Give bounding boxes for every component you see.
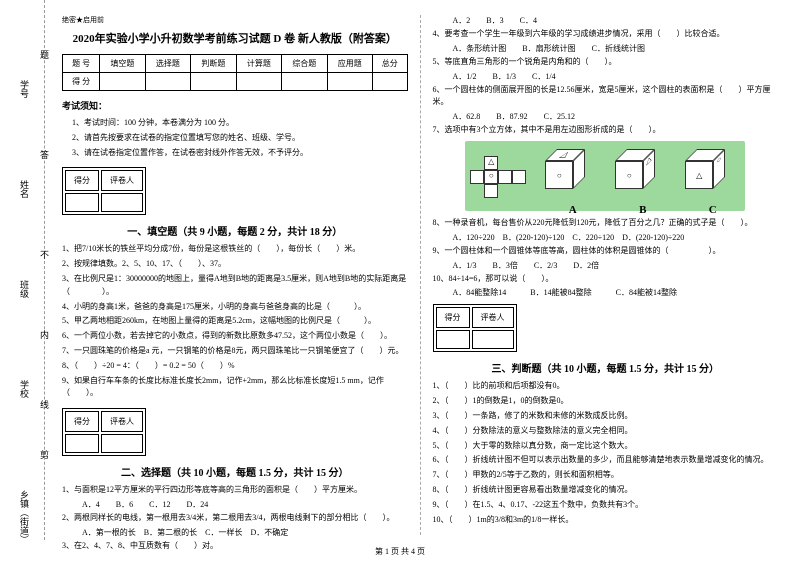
s1q5: 5、甲乙两地相距260km，在地图上量得的距离是5.2cm，这幅地图的比例尺是（… [62,315,408,328]
cube-a: ○ △ A [545,149,600,204]
s1q6: 6、一个两位小数，若去掉它的小数点，得到的新数比原数多47.52，这个两位小数是… [62,330,408,343]
s2q9o: A．1/3 B．3倍 C．2/3 D．2倍 [453,260,779,271]
sb-marker: 评卷人 [101,170,143,191]
notice-header: 考试须知： [62,99,408,112]
s3q6: 6、（ ）折线统计图不但可以表示出数量的多少，而且能够清楚地表示数量增减变化的情… [433,454,779,467]
margin-label-class: 班级 [18,280,31,298]
s2q1: 1、与面积是12平方厘米的平行四边形等底等高的三角形的面积是（ ）平方厘米。 [62,484,408,497]
s2q1o: A．4 B．6 C．12 D．24 [82,499,408,510]
st-c7: 总分 [373,55,407,73]
st-h1: 题 号 [63,55,100,73]
s3q2: 2、（ ）1的倒数是1，0的倒数是0。 [433,395,779,408]
st-c1: 填空题 [100,55,145,73]
cube-b: ○ △ B [615,149,670,204]
st-c6: 应用题 [327,55,372,73]
s1q2: 2、按规律填数。2、5、10、17、（ ）、37。 [62,258,408,271]
cube-b-label: B [615,204,670,216]
section3-scorebox: 得分评卷人 [433,304,517,352]
cube-figure: △ ○ ○ △ A ○ △ B △ ○ [433,141,779,213]
margin-line: 线 [38,400,51,409]
s1q4: 4、小明的身高1米，爸爸的身高是175厘米，小明的身高与爸爸身高的比是（ ）。 [62,301,408,314]
st-c5: 综合题 [282,55,327,73]
margin-no: 不 [38,250,51,259]
s1q3: 3、在比例尺是1：30000000的地图上，量得A地到B地的距离是3.5厘米，则… [62,273,408,299]
s2q7: 7、选项中有3个立方体，其中不是用左边图形折成的是（ ）。 [433,124,779,137]
notice-1: 1、考试时间：100 分钟，本卷满分为 100 分。 [72,117,408,130]
s2q6: 6、一个圆柱体的侧面展开图的长是12.56厘米，宽是5厘米，这个圆柱的表面积是（… [433,84,779,110]
sb3-marker: 评卷人 [472,307,514,328]
section2-scorebox: 得分评卷人 [62,408,146,456]
secret-label: 绝密★启用前 [62,15,408,25]
margin-ans: 答 [38,150,51,159]
s1q7: 7、一只圆珠笔的价格是a 元，一只钢笔的价格是8元，两只圆珠笔比一只钢笔便宜了（… [62,345,408,358]
page-container: 绝密★启用前 2020年实验小学小升初数学考前练习试题 D 卷 新人教版（附答案… [0,0,800,540]
cube-net: △ ○ [470,156,530,201]
cube-c: △ ○ C [685,149,740,204]
s2q8: 8、一种录音机，每台售价从220元降低到120元，降低了百分之几？正确的式子是（… [433,217,779,230]
binding-margin: 乡镇（街道） 学校 班级 姓名 学号 剪 线 内 不 答 题 [10,0,45,540]
s2q10o: A．84能整除14 B．14能被84整除 C．84能被14整除 [453,287,779,298]
margin-cut: 剪 [38,450,51,459]
margin-ti: 题 [38,50,51,59]
sb-score: 得分 [65,170,99,191]
s2q2o: A．第一根的长 B．第二根的长 C．一样长 D．不确定 [82,527,408,538]
section1-scorebox: 得分评卷人 [62,167,146,215]
s2q4o: A．条形统计图 B．扇形统计图 C．折线统计图 [453,43,779,54]
page-footer: 第 1 页 共 4 页 [0,546,800,557]
margin-label-school: 学校 [18,380,31,398]
s2q5: 5、等底直角三角形的一个锐角是内角和的（ ）。 [433,56,779,69]
cube-c-label: C [685,204,740,216]
section3-title: 三、判断题（共 10 小题，每题 1.5 分，共计 15 分） [433,360,779,375]
margin-inner: 内 [38,330,51,339]
s1q9: 9、如果自行车车条的长度比标准长度长2mm，记作+2mm，那么比标准长度短1.5… [62,375,408,401]
s3q3: 3、（ ）一条路，修了的米数和未修的米数成反比例。 [433,410,779,423]
s3q5: 5、（ ）大于零的数除以真分数，商一定比这个数大。 [433,440,779,453]
score-table: 题 号 填空题 选择题 判断题 计算题 综合题 应用题 总分 得 分 [62,54,408,91]
s3q10: 10、（ ）1m的3/8和3m的1/8一样长。 [433,514,779,527]
margin-label-township: 乡镇（街道） [18,490,31,540]
margin-label-name: 姓名 [18,180,31,198]
s3q4: 4、（ ）分数除法的意义与整数除法的意义完全相同。 [433,425,779,438]
notice-2: 2、请首先按要求在试卷的指定位置填写您的姓名、班级、学号。 [72,132,408,145]
cube-image-bg: △ ○ ○ △ A ○ △ B △ ○ [465,141,745,211]
st-c3: 判断题 [191,55,236,73]
s2q5o: A．1/2 B．1/3 C．1/4 [453,71,779,82]
notice-3: 3、请在试卷指定位置作答，在试卷密封线外作答无效，不予评分。 [72,147,408,160]
left-column: 绝密★启用前 2020年实验小学小升初数学考前练习试题 D 卷 新人教版（附答案… [50,15,421,535]
s3q9: 9、（ ）在1.5、4、0.17、-22这五个数中，负数共有3个。 [433,499,779,512]
s2q3o: A．2 B．3 C．4 [453,15,779,26]
sb2-score: 得分 [65,411,99,432]
st-c2: 选择题 [145,55,190,73]
right-column: A．2 B．3 C．4 4、要考查一个学生一年级到六年级的学习成绩进步情况，采用… [421,15,791,535]
sb3-score: 得分 [436,307,470,328]
s2q4: 4、要考查一个学生一年级到六年级的学习成绩进步情况，采用（ ）比较合适。 [433,28,779,41]
margin-label-id: 学号 [18,80,31,98]
s1q1: 1、把7/10米长的铁丝平均分成7份，每份是这根铁丝的（ ），每份长（ ）米。 [62,243,408,256]
st-c4: 计算题 [236,55,281,73]
s2q10: 10、84÷14=6，那可以说（ ）。 [433,273,779,286]
section1-title: 一、填空题（共 9 小题，每题 2 分，共计 18 分） [62,223,408,238]
section2-title: 二、选择题（共 10 小题，每题 1.5 分，共计 15 分） [62,464,408,479]
exam-title: 2020年实验小学小升初数学考前练习试题 D 卷 新人教版（附答案） [62,30,408,46]
st-h2: 得 分 [63,73,100,91]
sb2-marker: 评卷人 [101,411,143,432]
s3q1: 1、（ ）比的前项和后项都没有0。 [433,380,779,393]
s2q9: 9、一个圆柱体和一个圆锥体等底等高，圆柱体的体积是圆锥体的（ ）。 [433,245,779,258]
s2q8o: A．120÷220 B．(220-120)÷120 C．220÷120 D．(2… [453,232,779,243]
s3q8: 8、（ ）折线统计图更容易看出数量增减变化的情况。 [433,484,779,497]
s2q2: 2、两根同样长的电线，第一根用去3/4米，第二根用去3/4，两根电线剩下的部分相… [62,512,408,525]
s1q8: 8、（ ）÷20 = 4：（ ）= 0.2 = 50（ ）% [62,360,408,373]
s2q6o: A．62.8 B．87.92 C．25.12 [453,111,779,122]
notice-list: 1、考试时间：100 分钟，本卷满分为 100 分。 2、请首先按要求在试卷的指… [72,117,408,159]
cube-a-label: A [545,204,600,216]
s3q7: 7、（ ）甲数的2/5等于乙数的，则长和面积相等。 [433,469,779,482]
